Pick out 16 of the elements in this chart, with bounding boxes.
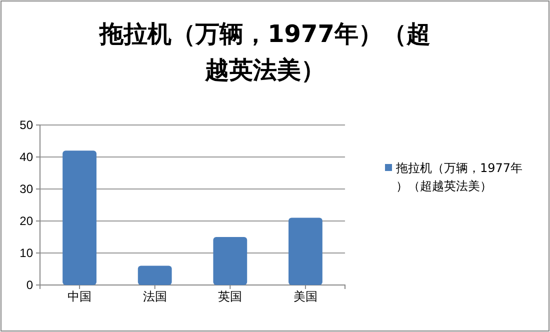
bar <box>138 266 172 285</box>
x-tick-label: 美国 <box>293 290 318 304</box>
x-tick-label: 英国 <box>218 290 242 304</box>
y-tick-label: 30 <box>20 182 34 196</box>
bar <box>288 218 322 285</box>
y-tick-label: 50 <box>20 118 34 132</box>
y-tick-label: 0 <box>26 278 34 292</box>
bar <box>62 150 96 285</box>
y-tick-label: 40 <box>20 150 34 164</box>
legend-label: 拖拉机（万辆，1977年）（超越英法美） <box>395 161 523 193</box>
x-tick-label: 法国 <box>142 290 167 304</box>
x-tick-label: 中国 <box>68 290 92 304</box>
y-tick-label: 20 <box>20 214 34 228</box>
bar <box>213 237 248 285</box>
y-tick-label: 10 <box>20 246 34 260</box>
chart-title: 拖拉机（万辆，1977年）（超越英法美） <box>98 20 430 84</box>
